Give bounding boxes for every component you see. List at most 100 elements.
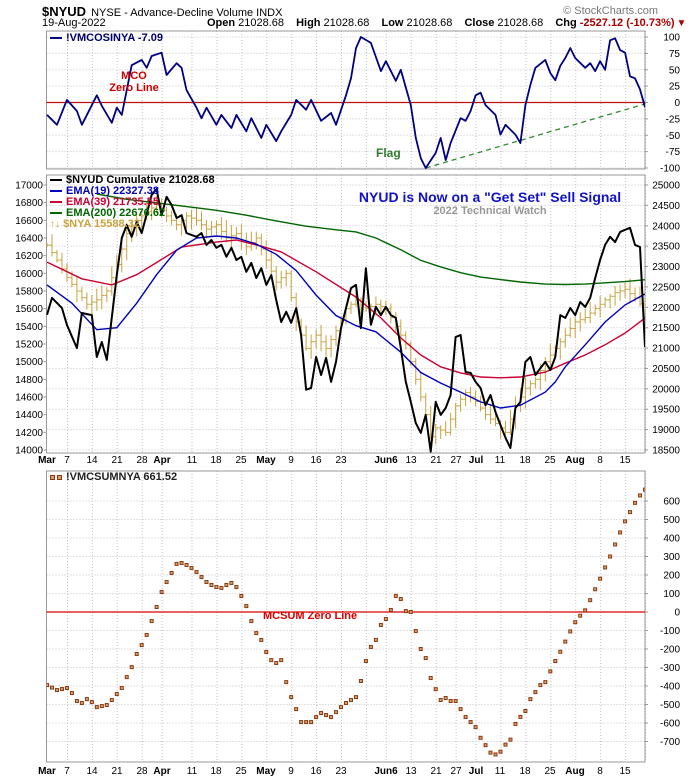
x-axis-label: 11 [494, 455, 506, 466]
x-axis-label: 21 [111, 766, 123, 777]
svg-text:15400: 15400 [15, 322, 43, 333]
svg-text:0: 0 [674, 98, 680, 109]
svg-text:-100: -100 [660, 626, 680, 637]
source-credit: © StockCharts.com [563, 5, 658, 17]
mco-line-swatch-icon [50, 37, 62, 40]
price-line-swatch-icon [50, 179, 62, 182]
ema200-line-swatch-icon [50, 212, 62, 215]
down-arrow-icon: ▼ [676, 18, 687, 29]
nya-legend-row: ↑↓ $NYA 15588.32 [50, 218, 140, 231]
x-axis-label: 21 [430, 455, 442, 466]
x-axis-label: Jun6 [374, 766, 398, 777]
ema19-line-swatch-icon [50, 190, 62, 193]
x-axis-label: 7 [64, 766, 70, 777]
x-axis-label: Apr [153, 455, 171, 466]
mco-panel-chart: 100 75 50 25 0 -25 -50 -75 -100 [46, 30, 681, 173]
x-axis-labels-middle: Mar 7 14 21 28 Apr 11 18 25 May 9 16 23 Jun6 13 21 27 Jul… [0, 455, 700, 468]
quote-row: Open 21028.68 High 21028.68 Low 21028.68 Cl… [198, 17, 686, 29]
svg-text:24000: 24000 [652, 221, 680, 232]
x-axis-label: 18 [210, 766, 222, 777]
svg-text:20500: 20500 [652, 364, 680, 375]
svg-text:15800: 15800 [15, 286, 43, 297]
svg-text:-25: -25 [666, 114, 681, 125]
svg-text:-300: -300 [660, 663, 680, 674]
x-axis-label: 8 [597, 455, 603, 466]
annotation-subtitle: 2022 Technical Watch [433, 205, 547, 217]
svg-text:16200: 16200 [15, 251, 43, 262]
svg-text:23000: 23000 [652, 262, 680, 273]
x-axis-label: Apr [153, 766, 171, 777]
svg-text:19000: 19000 [652, 425, 680, 436]
svg-text:25: 25 [669, 82, 681, 93]
svg-text:17000: 17000 [15, 181, 43, 192]
low-label: Low [381, 17, 404, 29]
candlestick-icon: ↑↓ [50, 219, 60, 230]
x-axis-label: Jun6 [374, 455, 398, 466]
svg-text:14000: 14000 [15, 445, 43, 455]
x-axis-label: May [256, 455, 276, 466]
mco-zero-line-label: MCO Zero Line [109, 70, 159, 94]
svg-text:23500: 23500 [652, 242, 680, 253]
svg-text:15200: 15200 [15, 339, 43, 350]
x-axis-label: 27 [450, 766, 462, 777]
svg-text:20000: 20000 [652, 384, 680, 395]
svg-text:14800: 14800 [15, 375, 43, 386]
svg-text:50: 50 [669, 65, 681, 76]
svg-text:-200: -200 [660, 645, 680, 656]
chart-header: $NYUD NYSE - Advance-Decline Volume INDX [42, 3, 662, 19]
x-axis-label: May [256, 766, 276, 777]
svg-text:-75: -75 [666, 147, 681, 158]
flag-label: Flag [376, 146, 401, 160]
svg-text:21000: 21000 [652, 344, 680, 355]
chg-label: Chg [555, 17, 577, 29]
svg-text:-400: -400 [660, 682, 680, 693]
svg-text:600: 600 [663, 497, 680, 508]
x-axis-label: 14 [86, 455, 98, 466]
high-label: High [296, 17, 321, 29]
chart-date: 19-Aug-2022 [42, 17, 106, 29]
svg-text:16800: 16800 [15, 198, 43, 209]
x-axis-label: 9 [288, 455, 294, 466]
svg-text:16600: 16600 [15, 216, 43, 227]
x-axis-label: 14 [86, 766, 98, 777]
svg-text:14600: 14600 [15, 392, 43, 403]
mcsum-zero-line-label: MCSUM Zero Line [263, 610, 358, 622]
low-value: 21028.68 [406, 17, 453, 29]
symbol: $NYUD [42, 4, 87, 19]
x-axis-label: 11 [494, 766, 506, 777]
x-axis-label: 23 [335, 766, 347, 777]
svg-text:15600: 15600 [15, 304, 43, 315]
svg-text:-100: -100 [660, 164, 680, 173]
open-label: Open [207, 17, 236, 29]
x-axis-label: 21 [430, 766, 442, 777]
svg-text:100: 100 [663, 33, 680, 44]
x-axis-label: 15 [619, 455, 631, 466]
x-axis-label: 28 [136, 766, 148, 777]
svg-text:19500: 19500 [652, 405, 680, 416]
svg-text:500: 500 [663, 515, 680, 526]
x-axis-label: Jul [468, 766, 484, 777]
x-axis-label: 25 [544, 455, 556, 466]
x-axis-label: 21 [111, 455, 123, 466]
svg-text:200: 200 [663, 571, 680, 582]
mco-legend: !VMCOSINYA -7.09 [50, 33, 163, 44]
svg-text:22000: 22000 [652, 303, 680, 314]
price-legend-row: $NYUD Cumulative 21028.68 [50, 175, 215, 186]
ema39-legend-row: EMA(39) 21735.55 [50, 197, 215, 208]
high-value: 21028.68 [323, 17, 370, 29]
svg-text:24500: 24500 [652, 201, 680, 212]
svg-text:14400: 14400 [15, 410, 43, 421]
x-axis-label: 16 [310, 455, 322, 466]
svg-text:16400: 16400 [15, 233, 43, 244]
close-value: 21028.68 [497, 17, 544, 29]
price-annotation: NYUD is Now on a "Get Set" Sell Signal 2… [300, 190, 680, 218]
x-axis-label: 25 [544, 766, 556, 777]
x-axis-label: 16 [310, 766, 322, 777]
x-axis-label: 25 [235, 766, 247, 777]
mcsum-dot-swatch-icon [50, 474, 55, 480]
x-axis-label: Mar [38, 455, 56, 466]
svg-text:25000: 25000 [652, 181, 680, 192]
svg-text:16000: 16000 [15, 269, 43, 280]
svg-text:-600: -600 [660, 719, 680, 730]
